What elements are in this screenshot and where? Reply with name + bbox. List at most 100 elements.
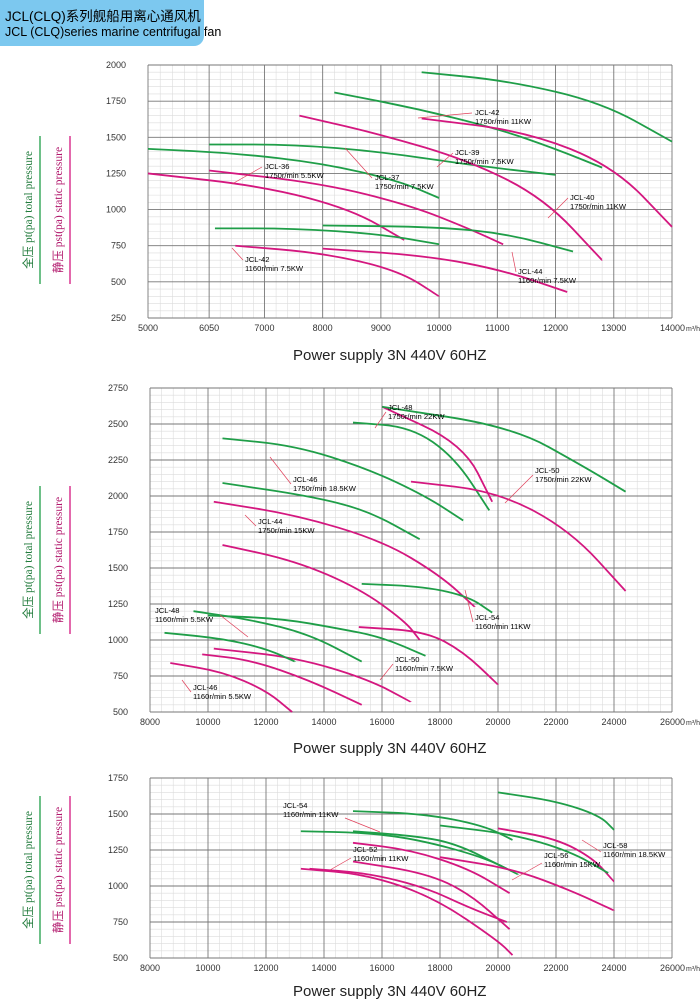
static-pressure-curve <box>213 500 476 608</box>
y-tick-label: 2000 <box>106 60 126 70</box>
legend-total-text: 全压 pt(pa) total pressure <box>21 501 35 619</box>
label-leader-line <box>504 474 534 504</box>
static-pressure-curve <box>299 114 603 261</box>
y-tick-label: 250 <box>111 313 126 323</box>
page-title-cn: JCL(CLQ)系列舰船用离心通风机 <box>5 9 201 24</box>
curve-spec-label: 1750r/min 18.5KW <box>293 484 357 493</box>
y-tick-label: 500 <box>113 707 128 717</box>
fan-performance-chart-1: 5000 6050 7000 8000 9000 10000 11000 12000 13000… <box>21 60 700 364</box>
legend-static: 静压 pst(pa) static pressure <box>51 136 71 284</box>
static-pressure-curve <box>300 867 514 956</box>
grid <box>147 64 673 319</box>
static-pressure-curve <box>352 860 511 930</box>
x-axis-label: Power supply 3N 440V 60HZ <box>293 740 486 757</box>
x-tick-label: 8000 <box>140 963 160 973</box>
x-tick-label: 6050 <box>199 323 219 333</box>
legend-total-text: 全压 pt(pa) total pressure <box>21 811 35 929</box>
page-title-banner: JCL(CLQ)系列舰船用离心通风机 JCL (CLQ)series marin… <box>0 0 221 46</box>
total-pressure-curve <box>193 610 363 663</box>
total-pressure-curve <box>381 405 627 493</box>
x-tick-label: 8000 <box>313 323 333 333</box>
curve-model-label: JCL-58 <box>603 841 627 850</box>
curve-model-label: JCL-37 <box>375 173 399 182</box>
label-leader-line <box>379 663 394 681</box>
y-tick-label: 1500 <box>108 563 128 573</box>
x-unit-label: m³/h <box>686 326 700 333</box>
x-tick-label: 24000 <box>601 717 626 727</box>
x-tick-label: 13000 <box>601 323 626 333</box>
x-tick-label: 5000 <box>138 323 158 333</box>
curve-model-label: JCL-54 <box>283 801 307 810</box>
label-leader-line <box>344 147 373 179</box>
x-tick-label: 22000 <box>543 963 568 973</box>
grid <box>149 387 673 713</box>
x-tick-label: 16000 <box>369 717 394 727</box>
y-tick-label: 1250 <box>108 599 128 609</box>
static-pressure-curve <box>439 856 615 912</box>
static-pressure-curve <box>309 867 508 923</box>
static-pressure-curve <box>358 626 499 686</box>
static-pressure-curve <box>421 117 673 228</box>
legend-total: 全压 pt(pa) total pressure <box>21 136 41 284</box>
curve-model-label: JCL-44 <box>258 517 282 526</box>
curve-model-label: JCL-42 <box>245 255 269 264</box>
total-pressure-curve <box>222 482 421 540</box>
curve-model-label: JCL-52 <box>353 845 377 854</box>
x-axis-label: Power supply 3N 440V 60HZ <box>293 983 486 1000</box>
curve-spec-label: 1160r/min 11KW <box>283 810 339 819</box>
x-tick-label: 14000 <box>311 963 336 973</box>
x-tick-label: 22000 <box>543 717 568 727</box>
legend-static-text: 静压 pst(pa) static pressure <box>51 497 65 623</box>
total-pressure-curve <box>207 614 426 657</box>
label-leader-line <box>511 251 517 273</box>
total-pressure-curve <box>209 143 556 176</box>
x-unit-label: m³/h <box>686 720 700 727</box>
static-pressure-curve <box>213 647 412 703</box>
label-leader-line <box>511 862 543 881</box>
label-leader-line <box>231 247 244 261</box>
label-leader-line <box>181 679 192 693</box>
curve-spec-label: 1160r/min 7.5KW <box>395 664 454 673</box>
static-pressure-curve <box>235 244 440 298</box>
y-tick-label: 1500 <box>106 132 126 142</box>
y-tick-label: 1750 <box>106 96 126 106</box>
label-leader-line <box>547 197 569 219</box>
y-tick-label: 1000 <box>108 635 128 645</box>
curve-spec-label: 1750r/min 15KW <box>258 526 315 535</box>
legend-static-text: 静压 pst(pa) static pressure <box>51 807 65 933</box>
fan-performance-chart-2: 8000 10000 12000 14000 16000 18000 20000 22000 2… <box>21 383 700 757</box>
x-tick-label: 26000 <box>660 717 685 727</box>
curve-model-label: JCL-56 <box>544 851 568 860</box>
y-tick-label: 750 <box>113 917 128 927</box>
label-leader-line <box>436 152 454 168</box>
curve-model-label: JCL-50 <box>535 466 559 475</box>
y-tick-label: 2750 <box>108 383 128 393</box>
curve-model-label: JCL-48 <box>388 403 412 412</box>
y-tick-label: 2000 <box>108 491 128 501</box>
legend-total: 全压 pt(pa) total pressure <box>21 486 41 634</box>
legend-static-text: 静压 pst(pa) static pressure <box>51 147 65 273</box>
curve-spec-label: 1160r/min 18.5KW <box>603 850 666 859</box>
fan-performance-chart-3: 8000 10000 12000 14000 16000 18000 20000 22000 2… <box>21 773 700 1000</box>
curve-spec-label: 1750r/min 22KW <box>535 475 592 484</box>
x-tick-label: 10000 <box>195 963 220 973</box>
curve-spec-label: 1160r/min 7.5KW <box>518 276 577 285</box>
curve-spec-label: 1160r/min 11KW <box>475 622 531 631</box>
curve-spec-label: 1160r/min 5.5KW <box>193 692 252 701</box>
y-tick-label: 2250 <box>108 455 128 465</box>
curve-spec-label: 1750r/min 7.5KW <box>375 182 434 191</box>
label-leader-line <box>344 817 381 833</box>
label-leader-line <box>231 166 263 185</box>
label-leader-line <box>219 614 249 638</box>
label-leader-line <box>464 589 474 623</box>
x-tick-label: 18000 <box>427 963 452 973</box>
curve-model-label: JCL-42 <box>475 108 499 117</box>
static-pressure-curve <box>410 480 627 592</box>
curve-spec-label: 1750r/min 11KW <box>475 117 532 126</box>
x-tick-label: 10000 <box>427 323 452 333</box>
x-tick-label: 16000 <box>369 963 394 973</box>
legend-static: 静压 pst(pa) static pressure <box>51 796 71 944</box>
x-tick-label: 9000 <box>371 323 391 333</box>
y-tick-label: 500 <box>113 953 128 963</box>
x-tick-label: 11000 <box>485 323 509 333</box>
